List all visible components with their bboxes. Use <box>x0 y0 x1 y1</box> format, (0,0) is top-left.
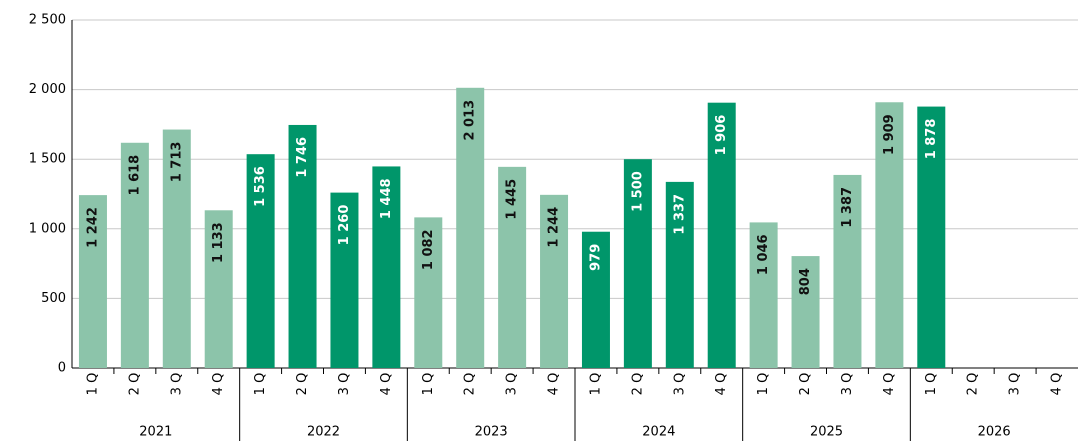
value-label: 1 536 <box>253 166 268 207</box>
bar <box>707 102 736 368</box>
x-tick-label: 2 Q <box>463 373 478 396</box>
x-tick-label: 4 Q <box>714 373 729 396</box>
x-tick-label: 1 Q <box>756 373 771 396</box>
value-label: 1 133 <box>211 222 226 263</box>
y-tick-label: 1 500 <box>29 152 66 167</box>
x-tick-label: 2 Q <box>630 373 645 396</box>
x-tick-label: 4 Q <box>379 373 394 396</box>
y-tick-label: 2 500 <box>29 13 66 28</box>
value-label: 1 244 <box>547 207 562 248</box>
x-tick-label: 2 Q <box>295 373 310 396</box>
value-label: 1 500 <box>630 171 645 212</box>
bar <box>246 154 275 368</box>
bar <box>288 124 317 368</box>
value-label: 1 909 <box>882 114 897 155</box>
value-label: 1 387 <box>840 187 855 228</box>
value-label: 979 <box>588 244 603 271</box>
group-label: 2023 <box>475 425 508 440</box>
value-label: 1 878 <box>924 119 939 160</box>
x-tick-label: 3 Q <box>840 373 855 396</box>
y-tick-label: 2 000 <box>29 82 66 97</box>
value-label: 1 618 <box>127 155 142 196</box>
group-label: 2024 <box>642 425 675 440</box>
group-label: 2026 <box>978 425 1011 440</box>
x-tick-label: 4 Q <box>547 373 562 396</box>
bar <box>330 192 359 368</box>
value-label: 1 260 <box>337 205 352 246</box>
x-tick-label: 1 Q <box>421 373 436 396</box>
value-label: 1 906 <box>714 115 729 156</box>
x-tick-label: 2 Q <box>966 373 981 396</box>
x-tick-label: 2 Q <box>127 373 142 396</box>
bar <box>498 166 527 368</box>
bar <box>623 159 652 368</box>
bar <box>581 231 610 368</box>
group-label: 2021 <box>139 425 172 440</box>
x-tick-label: 4 Q <box>1050 373 1065 396</box>
bar <box>414 217 443 368</box>
x-tick-label: 1 Q <box>588 373 603 396</box>
bar <box>749 222 778 368</box>
value-label: 1 082 <box>421 229 436 270</box>
y-tick-label: 1 000 <box>29 221 66 236</box>
bar <box>540 194 569 368</box>
bar <box>833 174 862 368</box>
x-tick-label: 3 Q <box>672 373 687 396</box>
x-tick-label: 1 Q <box>924 373 939 396</box>
x-tick-label: 3 Q <box>169 373 184 396</box>
x-tick-label: 2 Q <box>798 373 813 396</box>
value-label: 1 445 <box>505 179 520 220</box>
x-tick-label: 4 Q <box>211 373 226 396</box>
x-tick-label: 1 Q <box>85 373 100 396</box>
x-tick-label: 3 Q <box>1008 373 1023 396</box>
value-label: 2 013 <box>463 100 478 141</box>
value-label: 1 448 <box>379 178 394 219</box>
y-tick-label: 500 <box>41 291 66 306</box>
bar <box>120 142 149 368</box>
bar <box>456 87 485 368</box>
bar <box>78 195 107 368</box>
bar <box>917 106 946 368</box>
bar <box>372 166 401 368</box>
x-tick-label: 1 Q <box>253 373 268 396</box>
value-label: 1 046 <box>756 234 771 275</box>
value-label: 1 713 <box>169 142 184 183</box>
x-tick-label: 3 Q <box>505 373 520 396</box>
group-label: 2022 <box>307 425 340 440</box>
bar <box>665 181 694 368</box>
value-label: 1 242 <box>85 207 100 248</box>
y-tick-label: 0 <box>58 361 66 376</box>
value-label: 804 <box>798 268 813 295</box>
bar <box>162 129 191 368</box>
bar <box>791 256 820 368</box>
x-tick-label: 4 Q <box>882 373 897 396</box>
group-label: 2025 <box>810 425 843 440</box>
x-tick-label: 3 Q <box>337 373 352 396</box>
bar <box>204 210 233 368</box>
bar <box>875 102 904 368</box>
value-label: 1 337 <box>672 194 687 235</box>
value-label: 1 746 <box>295 137 310 178</box>
